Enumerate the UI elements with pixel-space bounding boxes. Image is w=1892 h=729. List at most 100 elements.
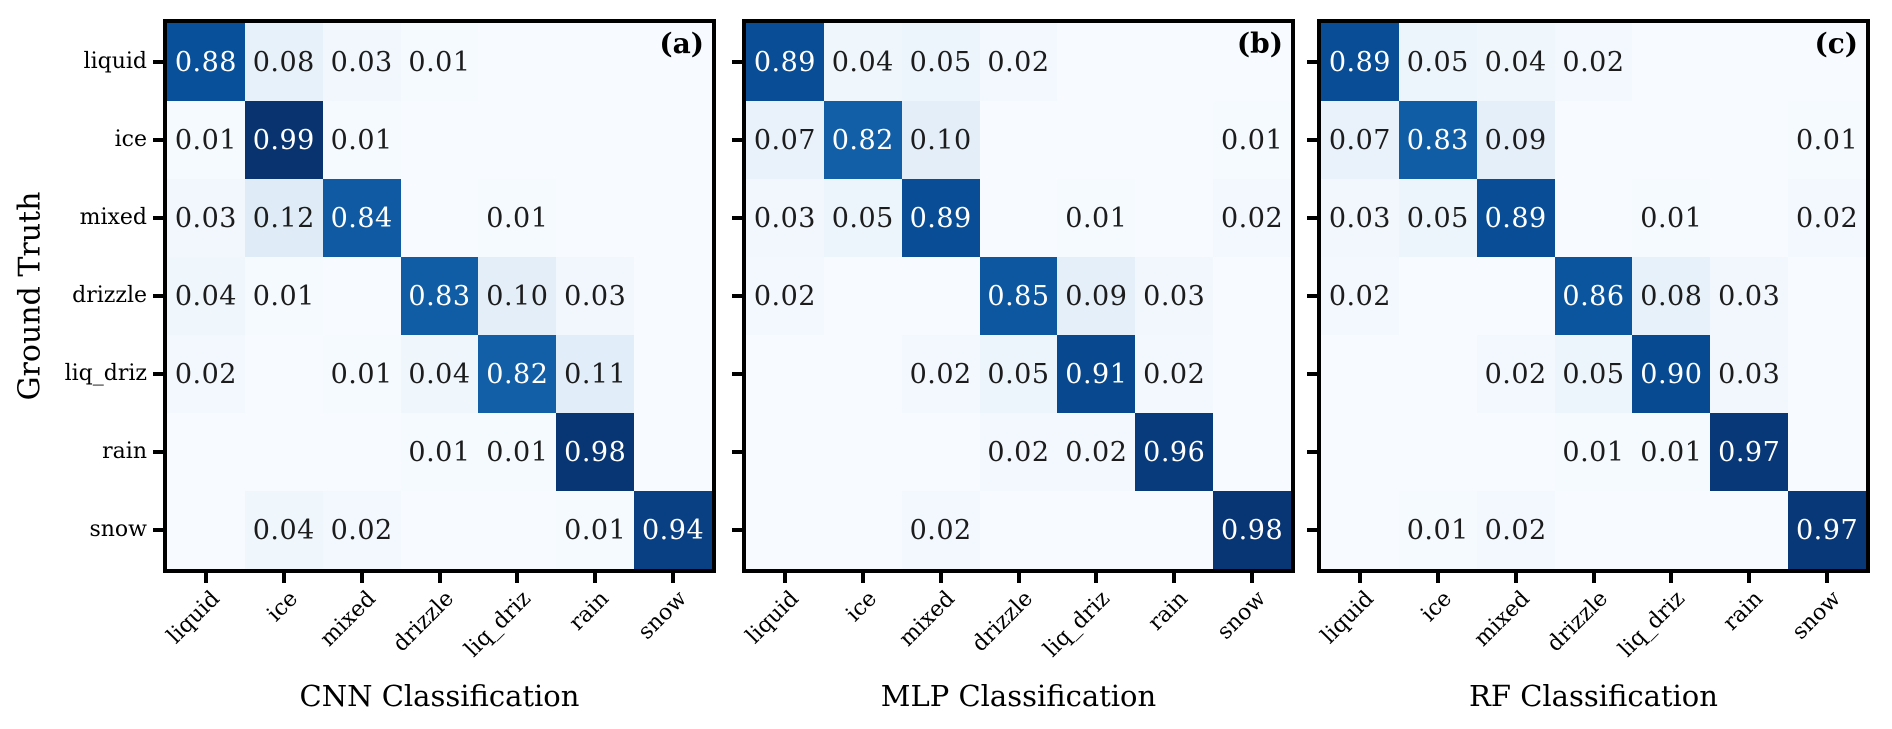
y-tick-mark <box>732 138 742 142</box>
matrix-cell: 0.01 <box>400 23 479 101</box>
matrix-cell <box>1213 23 1291 101</box>
matrix-cell: 0.01 <box>1788 101 1866 179</box>
x-tick-mark <box>1591 573 1596 583</box>
matrix-cell <box>746 335 824 413</box>
matrix-cell <box>1476 257 1555 335</box>
x-axis-title-mlp: MLP Classification <box>880 679 1157 713</box>
panel-mlp: 0.89 0.04 0.05 0.02 0.07 0.82 0.10 0.01 0.03 0.05… <box>732 19 1295 713</box>
matrix-cell: 0.97 <box>1788 491 1866 569</box>
matrix-cell: 0.01 <box>400 413 479 491</box>
matrix-cell: 0.01 <box>1554 413 1633 491</box>
matrix-cell: 0.05 <box>1398 23 1477 101</box>
matrix-cell <box>1213 335 1291 413</box>
x-tick-mark <box>1016 573 1021 583</box>
matrix-cell: 0.02 <box>979 413 1058 491</box>
matrix-cell: 0.02 <box>1476 335 1555 413</box>
x-tick-mark <box>593 573 598 583</box>
x-tick-mark <box>1172 573 1177 583</box>
matrix-cell: 0.07 <box>1321 101 1399 179</box>
matrix-cell <box>400 101 479 179</box>
y-tick-label: drizzle <box>72 283 147 308</box>
x-tick-mark <box>1513 573 1518 583</box>
matrix-cell: 0.03 <box>322 23 401 101</box>
matrix-cell <box>1710 101 1789 179</box>
matrix-cell <box>244 413 323 491</box>
matrix-cell <box>400 179 479 257</box>
matrix-cell <box>1710 179 1789 257</box>
matrix-cell <box>1321 413 1399 491</box>
matrix-cell: 0.01 <box>322 335 401 413</box>
matrix-cell <box>1788 23 1866 101</box>
matrix-cell: 0.03 <box>167 179 245 257</box>
matrix-cell <box>1476 413 1555 491</box>
y-tick-mark <box>732 528 742 532</box>
x-tick-mark <box>281 573 286 583</box>
x-tick-mark <box>1825 573 1830 583</box>
matrix-cell: 0.10 <box>901 101 980 179</box>
panel-cnn: 0.88 0.08 0.03 0.01 0.01 0.99 0.01 0.03 0.12 0.84… <box>65 19 716 713</box>
matrix-cell <box>634 335 712 413</box>
matrix-cell <box>1398 413 1477 491</box>
matrix-cell: 0.02 <box>901 335 980 413</box>
matrix-cell <box>1135 491 1214 569</box>
matrix-cell: 0.02 <box>1057 413 1136 491</box>
matrix-cell: 0.02 <box>979 23 1058 101</box>
matrix-cell: 0.04 <box>823 23 902 101</box>
matrix-cell: 0.02 <box>746 257 824 335</box>
matrix-cell <box>823 335 902 413</box>
y-tick-mark <box>153 450 163 454</box>
matrix-cell: 0.09 <box>1057 257 1136 335</box>
y-tick-mark <box>1307 294 1317 298</box>
matrix-cell <box>322 257 401 335</box>
matrix-cell: 0.89 <box>1321 23 1399 101</box>
x-tick-mark <box>782 573 787 583</box>
y-tick-mark <box>732 450 742 454</box>
matrix-cell <box>1554 101 1633 179</box>
matrix-cell: 0.90 <box>1632 335 1711 413</box>
panel-tag-c: (c) <box>1814 27 1858 60</box>
matrix-cell: 0.83 <box>400 257 479 335</box>
matrix-cell: 0.03 <box>1135 257 1214 335</box>
matrix-cell: 0.01 <box>167 101 245 179</box>
matrix-cell: 0.83 <box>1398 101 1477 179</box>
matrix-cell: 0.89 <box>1476 179 1555 257</box>
matrix-cell: 0.05 <box>1554 335 1633 413</box>
matrix-cell: 0.04 <box>167 257 245 335</box>
x-tick-mark <box>1250 573 1255 583</box>
y-tick-label: liquid <box>83 49 147 74</box>
y-tick-mark <box>1307 216 1317 220</box>
matrix-cell <box>634 179 712 257</box>
matrix-cell <box>244 335 323 413</box>
matrix-cell <box>1554 491 1633 569</box>
x-tick-mark <box>1435 573 1440 583</box>
matrix-cell: 0.04 <box>400 335 479 413</box>
matrix-cell <box>1213 257 1291 335</box>
y-tick-mark <box>1307 60 1317 64</box>
matrix-cell <box>1788 413 1866 491</box>
heatmap-cnn: 0.88 0.08 0.03 0.01 0.01 0.99 0.01 0.03 0.12 0.84… <box>163 19 716 573</box>
matrix-cell: 0.10 <box>478 257 557 335</box>
matrix-cell: 0.97 <box>1710 413 1789 491</box>
matrix-cell: 0.03 <box>746 179 824 257</box>
matrix-cell: 0.02 <box>901 491 980 569</box>
x-tick-mark <box>437 573 442 583</box>
matrix-cell: 0.04 <box>1476 23 1555 101</box>
matrix-cell: 0.85 <box>979 257 1058 335</box>
matrix-cell <box>1788 335 1866 413</box>
y-tick-mark <box>153 528 163 532</box>
matrix-cell <box>1057 101 1136 179</box>
matrix-cell: 0.11 <box>556 335 635 413</box>
matrix-cell: 0.12 <box>244 179 323 257</box>
matrix-cell: 0.91 <box>1057 335 1136 413</box>
matrix-cell <box>556 101 635 179</box>
matrix-cell: 0.05 <box>1398 179 1477 257</box>
y-tick-mark <box>732 372 742 376</box>
matrix-cell <box>823 413 902 491</box>
matrix-cell <box>556 179 635 257</box>
matrix-cell: 0.05 <box>901 23 980 101</box>
matrix-cell <box>1632 101 1711 179</box>
matrix-cell: 0.82 <box>823 101 902 179</box>
matrix-cell: 0.02 <box>1321 257 1399 335</box>
matrix-cell <box>634 101 712 179</box>
matrix-cell: 0.02 <box>322 491 401 569</box>
